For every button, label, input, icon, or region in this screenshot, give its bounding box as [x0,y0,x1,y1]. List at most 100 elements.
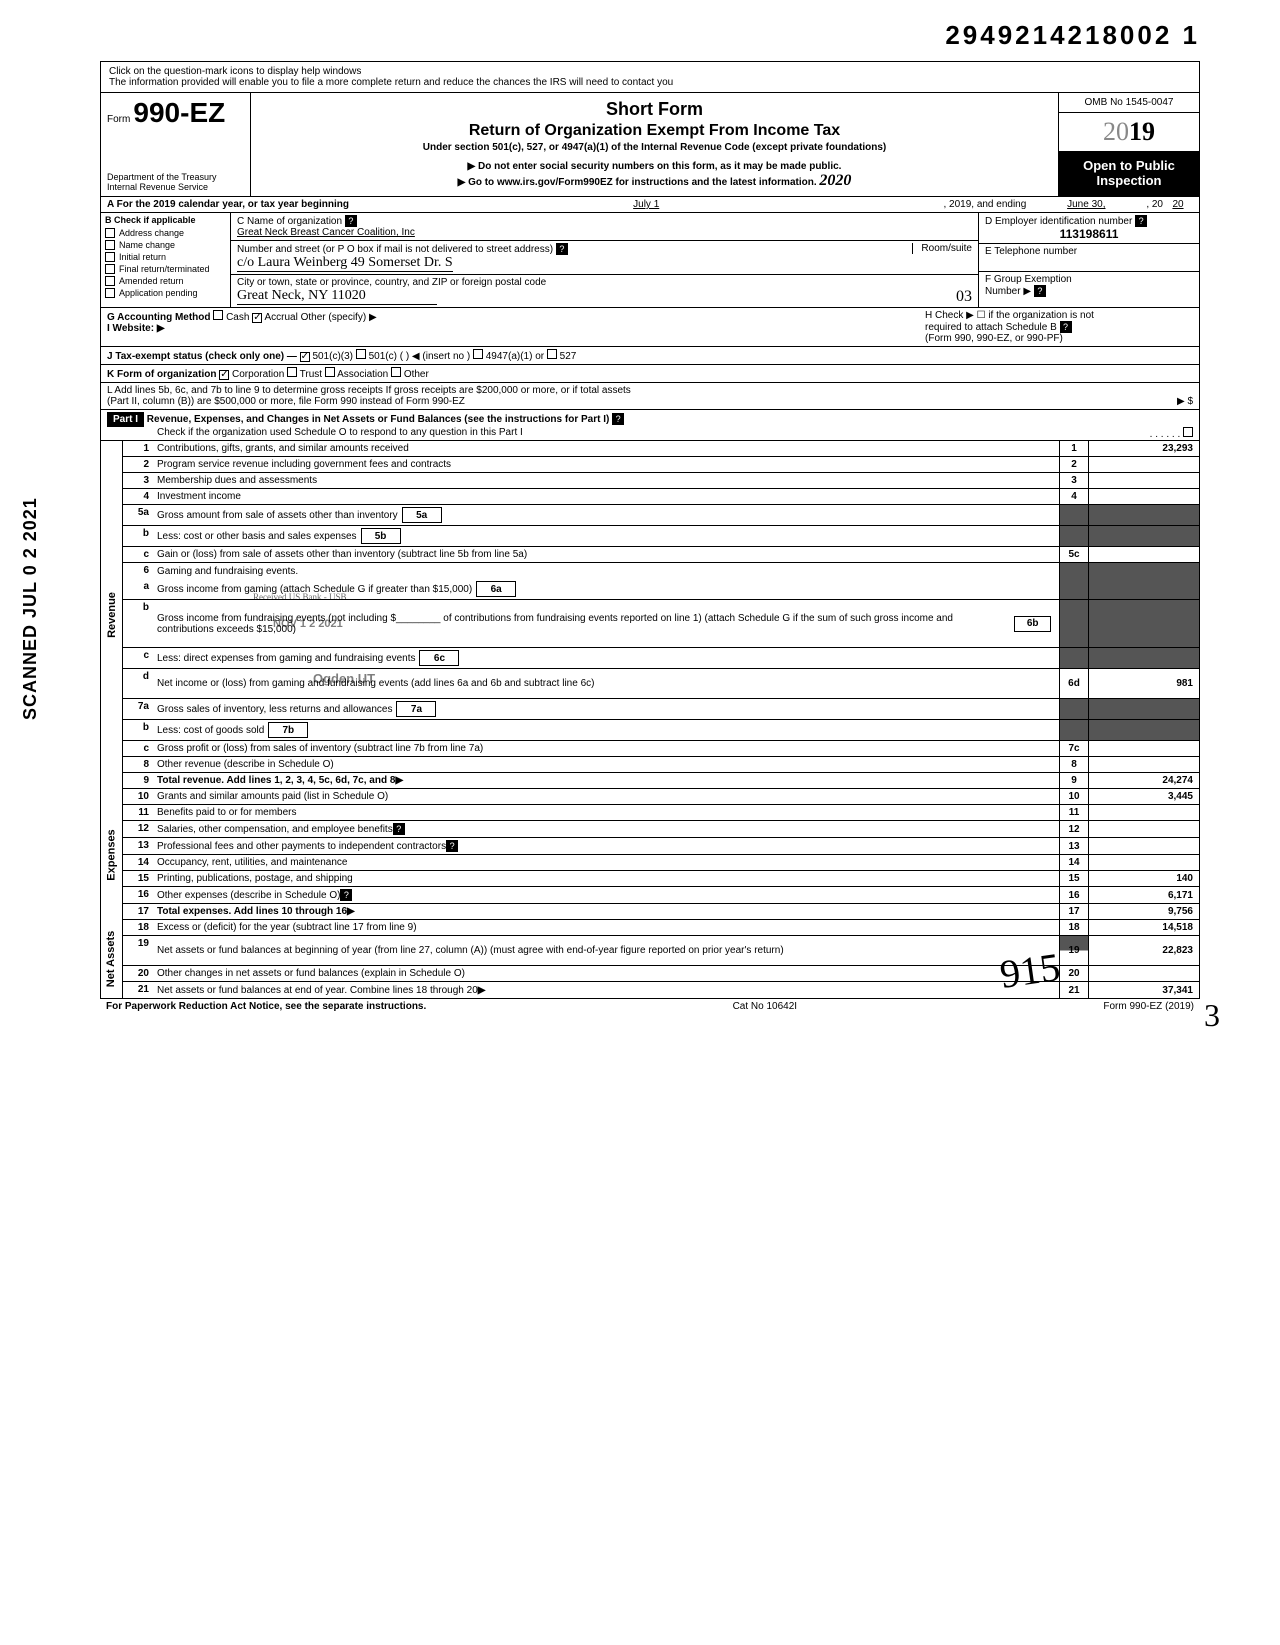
handwritten-page-3: 3 [1204,997,1220,1034]
part-i-header: Part I Revenue, Expenses, and Changes in… [101,410,1199,441]
row-a-tax-year: A For the 2019 calendar year, or tax yea… [101,197,1199,213]
form-footer: For Paperwork Reduction Act Notice, see … [100,999,1200,1014]
help-icon[interactable]: ? [1060,321,1072,333]
row-l-gross-receipts: L Add lines 5b, 6c, and 7b to line 9 to … [101,383,1199,410]
chk-trust[interactable] [287,367,297,377]
expenses-label: Expenses [101,789,123,920]
col-de: D Employer identification number ? 11319… [979,213,1199,307]
line-18: 18Excess or (deficit) for the year (subt… [123,920,1199,936]
omb-number: OMB No 1545-0047 [1059,93,1199,113]
form-number: 990-EZ [133,97,225,128]
line-10: 10Grants and similar amounts paid (list … [123,789,1199,805]
chk-amended-return[interactable]: Amended return [101,275,230,287]
chk-cash[interactable] [213,310,223,320]
group-exemption-field: F Group Exemption Number ▶ ? [979,272,1199,300]
line-17: 17Total expenses. Add lines 10 through 1… [123,904,1199,920]
help-icon[interactable]: ? [1135,215,1147,227]
help-icon[interactable]: ? [393,823,405,835]
stamp-date: NOV 1 2 2021 [273,618,343,630]
chk-application-pending[interactable]: Application pending [101,287,230,299]
line-2: 2Program service revenue including gover… [123,457,1199,473]
header-right: OMB No 1545-0047 2019 Open to Public Ins… [1059,93,1199,196]
help-line1: Click on the question-mark icons to disp… [109,66,1191,77]
form-ref: Form 990-EZ (2019) [1103,1001,1194,1012]
line-8: 8Other revenue (describe in Schedule O)8 [123,757,1199,773]
chk-association[interactable] [325,367,335,377]
section-bcd: B Check if applicable Address change Nam… [101,213,1199,308]
help-icon[interactable]: ? [612,413,624,425]
line-6c: cLess: direct expenses from gaming and f… [123,648,1199,669]
col-c-org-info: C Name of organization ? Great Neck Brea… [231,213,979,307]
handwritten-915: 915 [997,943,1063,998]
line-6d: dNet income or (loss) from gaming and fu… [123,669,1199,699]
part-i-label: Part I [107,412,144,427]
chk-other[interactable] [391,367,401,377]
line-12: 12Salaries, other compensation, and empl… [123,821,1199,838]
revenue-section: Revenue 1Contributions, gifts, grants, a… [101,441,1199,789]
row-g-h: G Accounting Method Cash Accrual Other (… [101,308,1199,347]
chk-accrual[interactable] [252,313,262,323]
line-15: 15Printing, publications, postage, and s… [123,871,1199,887]
h-schedule-b: H Check ▶ ☐ if the organization is not r… [919,308,1199,346]
row-j-tax-exempt: J Tax-exempt status (check only one) — 5… [101,347,1199,365]
line-7a: 7aGross sales of inventory, less returns… [123,699,1199,720]
telephone-field: E Telephone number [979,244,1199,272]
open-to-public: Open to Public Inspection [1059,152,1199,196]
chk-name-change[interactable]: Name change [101,239,230,251]
stamp-received: Received US Bank - USB [253,592,347,602]
part-i-title: Revenue, Expenses, and Changes in Net As… [147,414,610,425]
chk-corporation[interactable] [219,370,229,380]
line-7b: bLess: cost of goods sold7b [123,720,1199,741]
chk-501c3[interactable] [300,352,310,362]
header-left: Form 990-EZ Department of the Treasury I… [101,93,251,196]
net-assets-label: Net Assets [101,920,123,998]
handwritten-2020: 2020 [819,172,851,189]
revenue-label: Revenue [101,441,123,789]
ein-field: D Employer identification number ? 11319… [979,213,1199,244]
help-icon[interactable]: ? [556,243,568,255]
help-icon[interactable]: ? [345,215,357,227]
help-icon[interactable]: ? [446,840,458,852]
stamp-ogden: Ogden UT [313,671,375,686]
cat-no: Cat No 10642I [733,1001,798,1012]
line-7c: cGross profit or (loss) from sales of in… [123,741,1199,757]
dept-treasury: Department of the Treasury Internal Reve… [107,172,244,192]
help-icon[interactable]: ? [1034,285,1046,297]
chk-4947[interactable] [473,349,483,359]
org-name-value: Great Neck Breast Cancer Coalition, Inc [237,227,415,238]
row-k-form-org: K Form of organization Corporation Trust… [101,365,1199,383]
form-prefix: Form [107,114,130,125]
website-field: I Website: ▶ [107,323,913,334]
chk-address-change[interactable]: Address change [101,227,230,239]
col-b-checkboxes: B Check if applicable Address change Nam… [101,213,231,307]
help-note: Click on the question-mark icons to disp… [101,62,1199,93]
line-1: 1Contributions, gifts, grants, and simil… [123,441,1199,457]
line-16: 16Other expenses (describe in Schedule O… [123,887,1199,904]
line-4: 4Investment income4 [123,489,1199,505]
chk-initial-return[interactable]: Initial return [101,251,230,263]
line-13: 13Professional fees and other payments t… [123,838,1199,855]
do-not-enter: ▶ Do not enter social security numbers o… [261,161,1048,172]
org-address-field: Number and street (or P O box if mail is… [231,241,978,275]
accounting-method: G Accounting Method Cash Accrual Other (… [101,308,919,346]
chk-schedule-o[interactable] [1183,427,1193,437]
ein-value: 113198611 [985,227,1193,241]
city-handwritten: Great Neck, NY 11020 [237,288,437,305]
short-form-title: Short Form [261,99,1048,120]
paperwork-notice: For Paperwork Reduction Act Notice, see … [106,1001,426,1012]
scanned-stamp: SCANNED JUL 0 2 2021 [20,497,41,720]
chk-501c[interactable] [356,349,366,359]
line-14: 14Occupancy, rent, utilities, and mainte… [123,855,1199,871]
form-header: Form 990-EZ Department of the Treasury I… [101,93,1199,197]
expenses-section: Expenses 10Grants and similar amounts pa… [101,789,1199,920]
chk-final-return[interactable]: Final return/terminated [101,263,230,275]
org-name-field: C Name of organization ? Great Neck Brea… [231,213,978,241]
chk-527[interactable] [547,349,557,359]
return-title: Return of Organization Exempt From Incom… [261,122,1048,140]
help-icon[interactable]: ? [340,889,352,901]
line-6b: bGross income from fundraising events (n… [123,600,1199,648]
line-3: 3Membership dues and assessments3 [123,473,1199,489]
help-line2: The information provided will enable you… [109,77,1191,88]
line-11: 11Benefits paid to or for members11 [123,805,1199,821]
org-city-field: City or town, state or province, country… [231,275,978,307]
